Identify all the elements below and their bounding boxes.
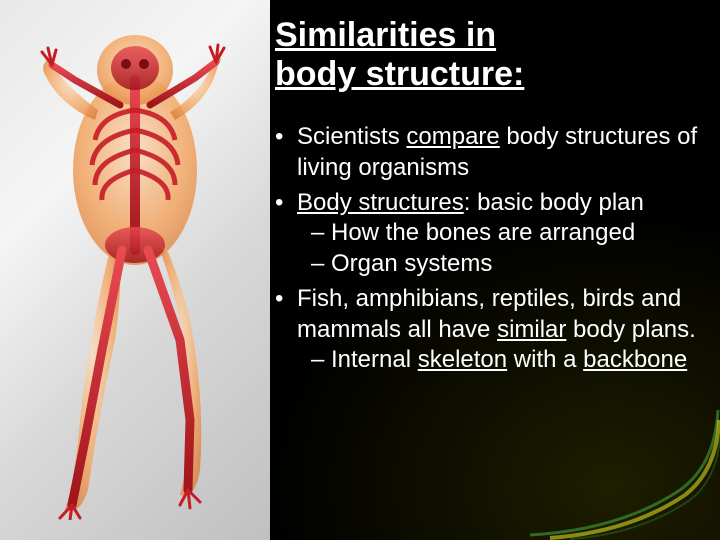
text-run: Internal xyxy=(331,346,418,373)
sub-bullet-item: Internal skeleton with a backbone xyxy=(311,345,705,376)
text-run: : basic body plan xyxy=(464,189,644,216)
bullet-list: Scientists compare body structures of li… xyxy=(275,122,705,376)
underlined-text: similar xyxy=(497,316,566,343)
title-line-1: Similarities in xyxy=(275,16,496,54)
text-run: Organ systems xyxy=(331,250,492,277)
decorative-swoosh xyxy=(520,400,720,540)
specimen-illustration xyxy=(40,20,230,520)
sub-bullet-item: How the bones are arranged xyxy=(311,218,705,249)
text-run: How the bones are arranged xyxy=(331,219,635,246)
underlined-text: backbone xyxy=(583,346,687,373)
bullet-item: Body structures: basic body planHow the … xyxy=(275,188,705,280)
text-run: Scientists xyxy=(297,123,406,150)
sub-list: How the bones are arranged Organ systems xyxy=(297,218,705,279)
underlined-text: skeleton xyxy=(418,346,507,373)
underlined-text: compare xyxy=(406,123,499,150)
bullet-item: Fish, amphibians, reptiles, birds and ma… xyxy=(275,284,705,376)
text-run: with a xyxy=(507,346,583,373)
slide-title: Similarities in body structure: xyxy=(275,16,705,94)
slide: Similarities in body structure: Scientis… xyxy=(0,0,720,540)
title-line-2: body structure: xyxy=(275,55,524,93)
bullet-item: Scientists compare body structures of li… xyxy=(275,122,705,183)
sub-bullet-item: Organ systems xyxy=(311,249,705,280)
sub-list: Internal skeleton with a backbone xyxy=(297,345,705,376)
underlined-text: Body structures xyxy=(297,189,464,216)
content-area: Similarities in body structure: Scientis… xyxy=(275,16,705,380)
specimen-image xyxy=(0,0,270,540)
text-run: body plans. xyxy=(566,316,695,343)
